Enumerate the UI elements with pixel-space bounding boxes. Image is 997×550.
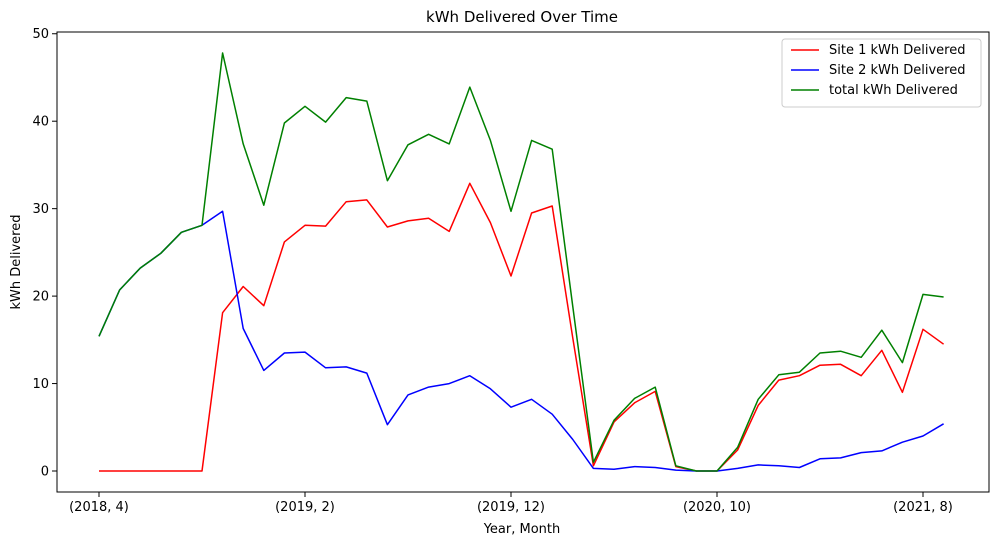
- legend-label-site-1: Site 1 kWh Delivered: [829, 43, 965, 58]
- chart-title: kWh Delivered Over Time: [426, 8, 618, 26]
- y-tick-label: 0: [41, 465, 49, 480]
- series-line-site-2-line: [98, 210, 944, 472]
- x-tick-label: (2019, 2): [275, 500, 335, 515]
- y-tick-label: 40: [32, 115, 49, 130]
- y-tick-label: 20: [32, 290, 49, 305]
- x-tick-label: (2020, 10): [683, 500, 751, 515]
- legend-label-site-2: Site 2 kWh Delivered: [829, 63, 965, 78]
- legend: Site 1 kWh Delivered Site 2 kWh Delivere…: [781, 38, 982, 108]
- legend-label-total: total kWh Delivered: [829, 83, 958, 98]
- series-line-site-1-line: [99, 182, 945, 472]
- x-tick-label: (2019, 12): [477, 500, 545, 515]
- y-tick-label: 30: [32, 202, 49, 217]
- y-tick-label: 50: [32, 27, 49, 42]
- y-axis-ticks: 0 10 20 30 40 50: [32, 27, 57, 480]
- legend-box: [781, 38, 982, 108]
- x-axis-ticks: (2018, 4) (2019, 2) (2019, 12) (2020, 10) (2…: [69, 492, 953, 515]
- series-line-total-line: [98, 52, 944, 472]
- x-tick-label: (2021, 8): [893, 500, 953, 515]
- x-tick-label: (2018, 4): [69, 500, 129, 515]
- x-axis-label: Year, Month: [483, 522, 561, 537]
- y-tick-label: 10: [32, 377, 49, 392]
- plot-area-frame: [56, 31, 990, 493]
- y-axis-label: kWh Delivered: [9, 215, 24, 310]
- series-lines: [98, 52, 945, 472]
